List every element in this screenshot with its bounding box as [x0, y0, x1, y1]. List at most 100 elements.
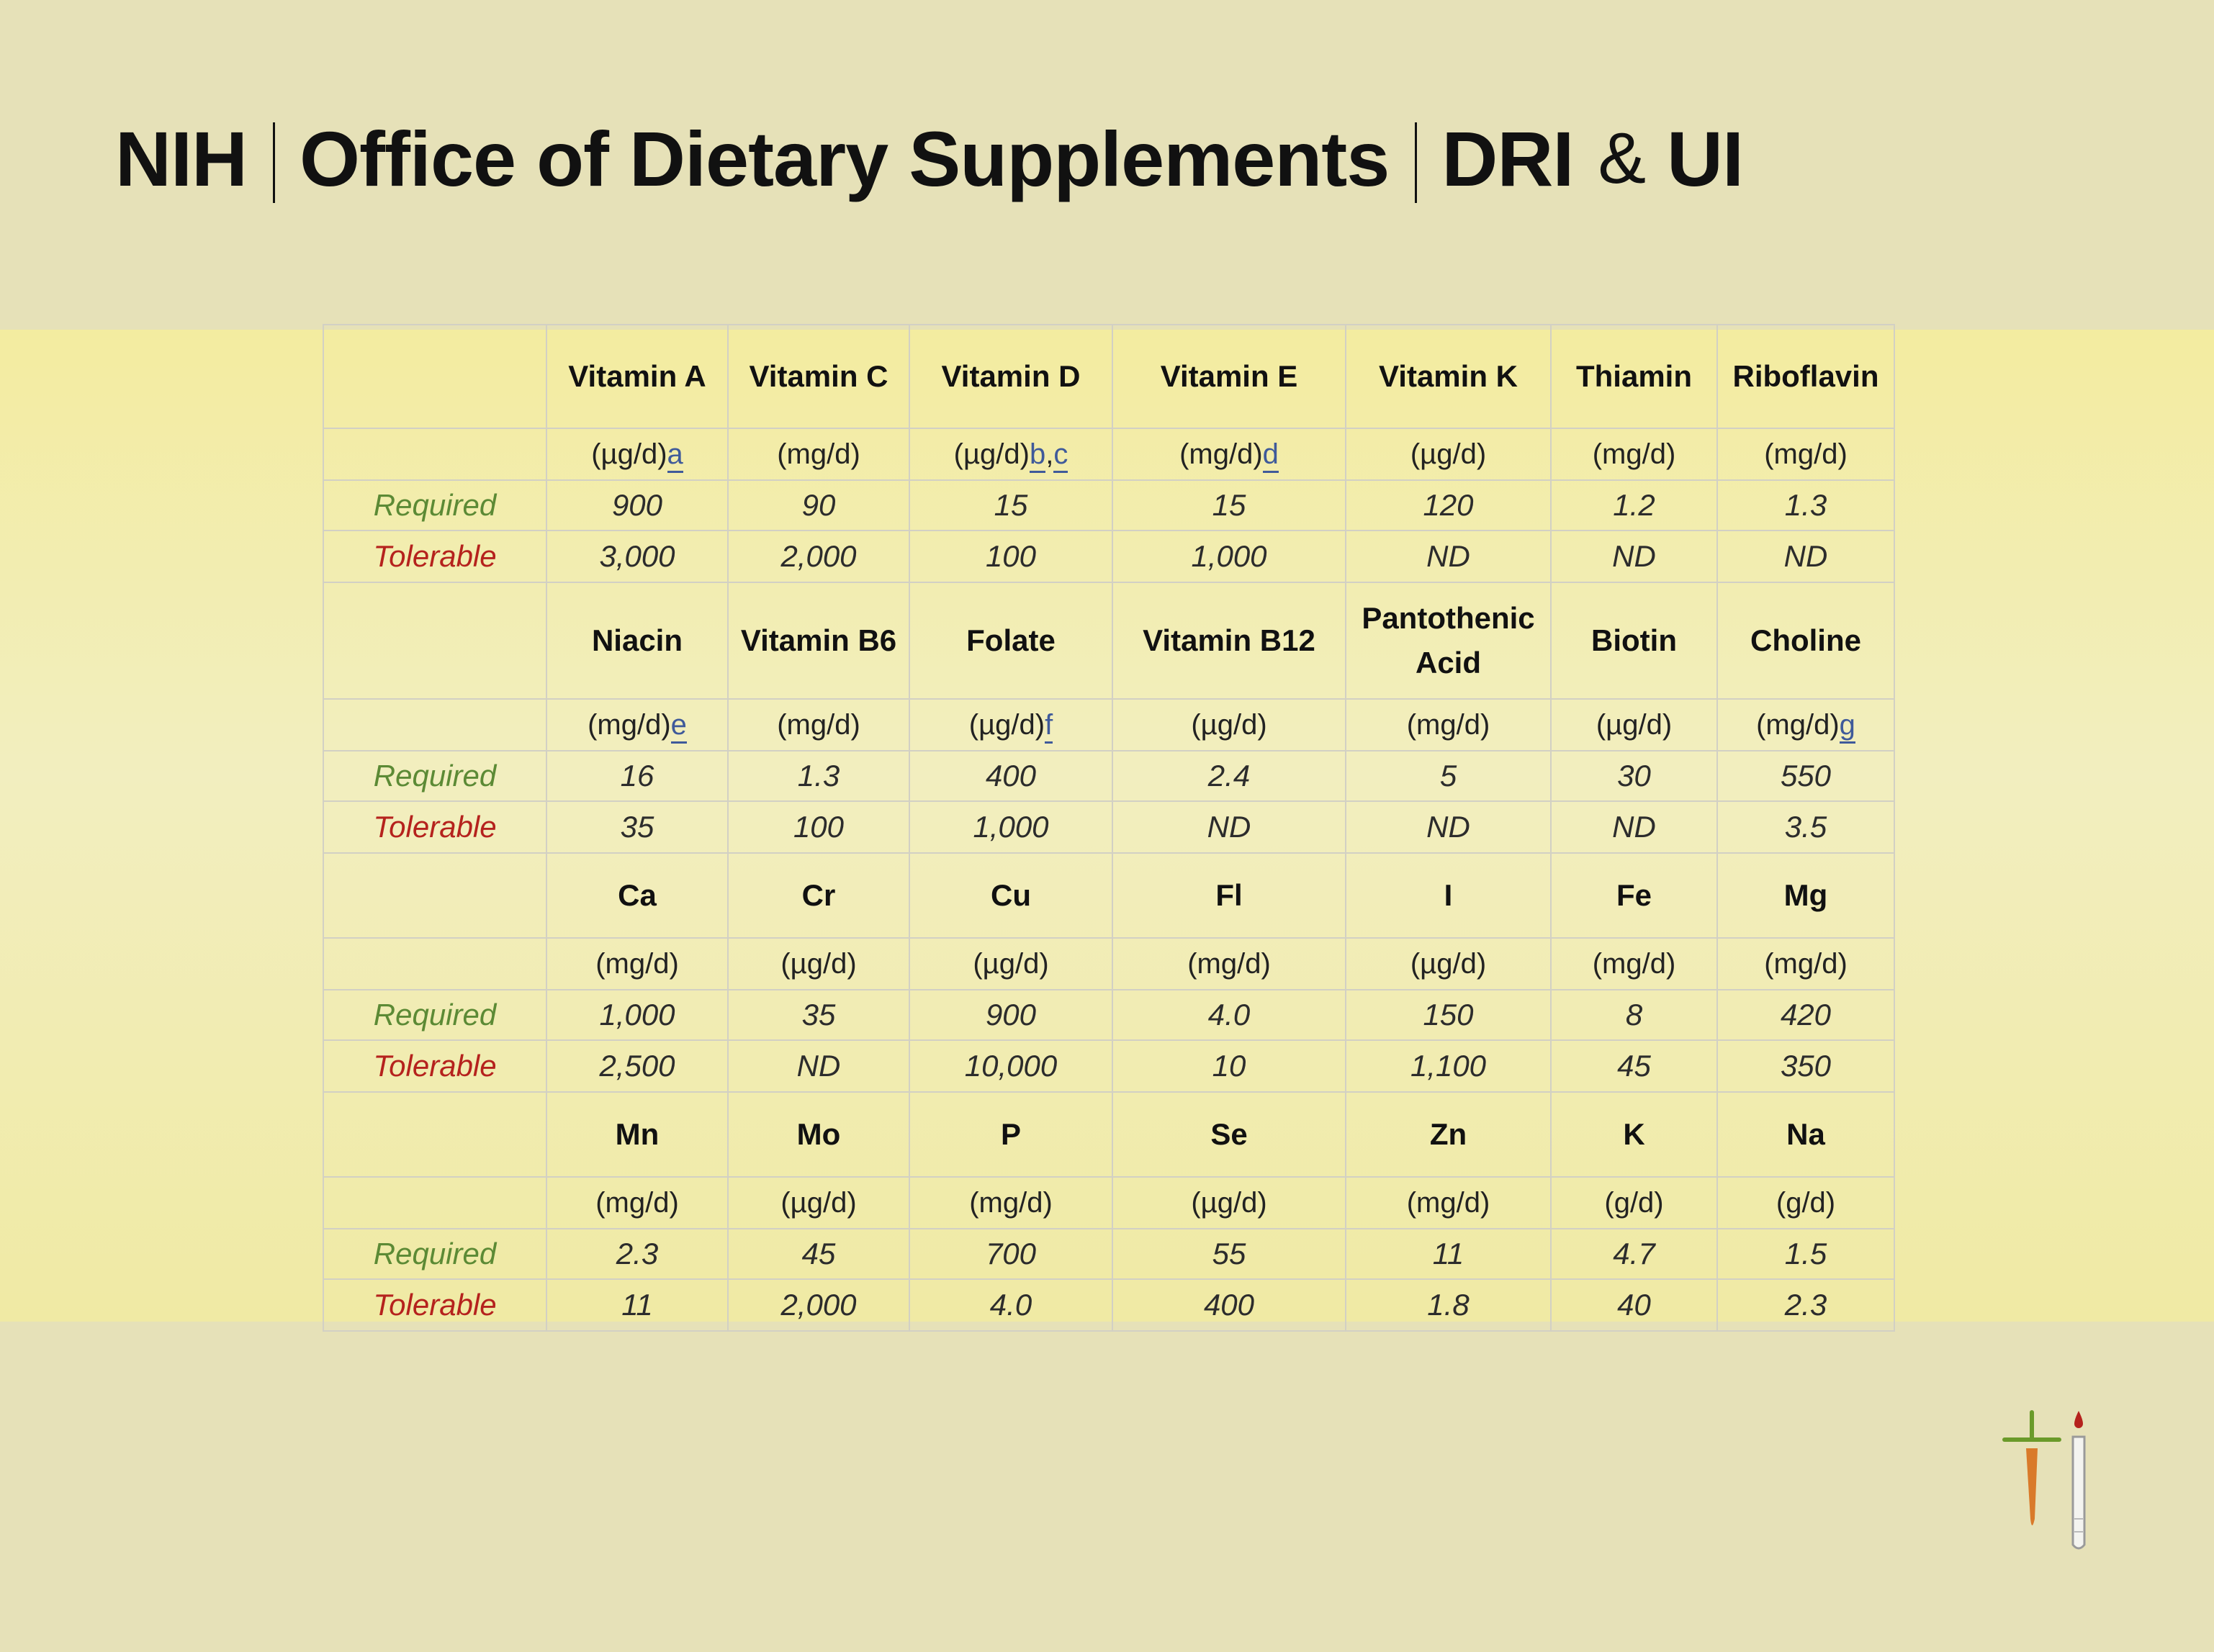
unit-text: (mg/d)	[777, 708, 860, 741]
nutrient-name-text: Vitamin E	[1160, 359, 1298, 393]
unit-text: (mg/d)	[1764, 438, 1848, 470]
footnote-link[interactable]: d	[1262, 438, 1279, 473]
nutrient-name: Fl	[1112, 852, 1346, 939]
tolerable-value: 100	[909, 530, 1113, 583]
unit-cell: (mg/d)d	[1112, 428, 1346, 481]
unit-text: (mg/d)	[595, 947, 679, 980]
footnote-link[interactable]: c	[1053, 438, 1068, 473]
tolerable-value: ND	[1112, 800, 1346, 854]
footnote-link[interactable]: e	[670, 708, 687, 744]
required-value: 90	[727, 479, 910, 531]
unit-cell: (µg/d)f	[909, 698, 1113, 751]
row-label-empty	[323, 582, 547, 700]
title-separator	[1415, 122, 1418, 203]
footnote-link[interactable]: b	[1029, 438, 1046, 473]
unit-cell: (µg/d)	[727, 1176, 910, 1229]
required-row: Required 1,000 35 900 4.0 150 8 420	[323, 989, 1895, 1041]
nutrient-name: Zn	[1345, 1091, 1552, 1178]
required-value: 2.4	[1112, 750, 1346, 802]
tolerable-value: 35	[546, 800, 729, 854]
unit-text: (µg/d)	[1410, 438, 1487, 470]
unit-cell: (µg/d)	[1345, 428, 1552, 481]
required-value: 55	[1112, 1228, 1346, 1280]
nutrient-name: Vitamin K	[1345, 324, 1552, 429]
unit-cell: (mg/d)	[1345, 698, 1552, 751]
tolerable-value: 2,000	[727, 530, 910, 583]
nutrient-name: Vitamin B6	[727, 582, 910, 700]
required-row: Required 900 90 15 15 120 1.2 1.3	[323, 479, 1895, 531]
required-value: 4.7	[1550, 1228, 1718, 1280]
unit-text: (mg/d)	[1187, 947, 1271, 980]
unit-text: (mg/d)	[1179, 438, 1263, 470]
nutrient-header-row: Vitamin A Vitamin C Vitamin D Vitamin E Vita…	[323, 324, 1895, 429]
nutrient-name-text: Vitamin A	[568, 359, 706, 393]
nutrient-name-text: K	[1623, 1117, 1645, 1151]
unit-cell: (mg/d)	[727, 698, 910, 751]
unit-cell: (µg/d)	[1112, 1176, 1346, 1229]
nutrient-name: P	[909, 1091, 1113, 1178]
required-value: 1.3	[1716, 479, 1895, 531]
unit-text: (µg/d)	[1596, 708, 1673, 741]
unit-text: (mg/d)	[595, 1186, 679, 1219]
required-value: 1,000	[546, 989, 729, 1041]
tolerable-value: ND	[1550, 800, 1718, 854]
footnote-link[interactable]: g	[1839, 708, 1855, 744]
nutrient-name: Na	[1716, 1091, 1895, 1178]
nutrient-name-text: Ca	[618, 878, 657, 912]
unit-row: (mg/d) (µg/d) (mg/d) (µg/d) (mg/d) (g/d) (g/d)	[323, 1176, 1895, 1229]
unit-text: (µg/d)	[780, 947, 857, 980]
unit-cell: (µg/d)	[1345, 937, 1552, 990]
tolerable-value: ND	[1345, 530, 1552, 583]
tolerable-value: 3.5	[1716, 800, 1895, 854]
unit-cell: (µg/d)	[1112, 698, 1346, 751]
unit-cell: (mg/d)	[1112, 937, 1346, 990]
required-label: Required	[323, 989, 547, 1041]
nutrient-name-text: Se	[1210, 1117, 1248, 1151]
nutrient-name: Vitamin B12	[1112, 582, 1346, 700]
unit-text: (µg/d)	[1191, 708, 1267, 741]
unit-text: (mg/d)	[1592, 438, 1676, 470]
nutrient-name-text: Vitamin B12	[1143, 623, 1315, 657]
required-value: 11	[1345, 1228, 1552, 1280]
nutrient-name: Vitamin C	[727, 324, 910, 429]
required-value: 1.3	[727, 750, 910, 802]
nutrient-name: Mn	[546, 1091, 729, 1178]
unit-cell: (mg/d)	[1550, 428, 1718, 481]
nutrient-name: Folate	[909, 582, 1113, 700]
tolerable-value: 400	[1112, 1278, 1346, 1332]
logo	[2002, 1410, 2086, 1550]
required-label: Required	[323, 1228, 547, 1280]
nutrient-name-text: Mo	[796, 1117, 841, 1151]
required-value: 4.0	[1112, 989, 1346, 1041]
unit-cell: (g/d)	[1550, 1176, 1718, 1229]
footnote-link[interactable]: a	[667, 438, 683, 473]
required-value: 15	[1112, 479, 1346, 531]
required-value: 45	[727, 1228, 910, 1280]
unit-row: (µg/d)a (mg/d) (µg/d)b,c (mg/d)d (µg/d) (mg/d…	[323, 428, 1895, 481]
unit-cell: (mg/d)	[546, 1176, 729, 1229]
unit-cell: (g/d)	[1716, 1176, 1895, 1229]
required-label: Required	[323, 479, 547, 531]
footnote-link[interactable]: f	[1045, 708, 1053, 744]
nutrient-name-text: Choline	[1750, 623, 1861, 657]
title-dri: DRI	[1441, 114, 1574, 202]
unit-text: (µg/d)	[591, 438, 667, 470]
unit-cell: (mg/d)	[909, 1176, 1113, 1229]
required-value: 5	[1345, 750, 1552, 802]
unit-cell: (mg/d)	[546, 937, 729, 990]
required-value: 8	[1550, 989, 1718, 1041]
unit-row: (mg/d) (µg/d) (µg/d) (mg/d) (µg/d) (mg/d) (mg/…	[323, 937, 1895, 990]
tolerable-value: 1,100	[1345, 1039, 1552, 1093]
tolerable-value: 2,500	[546, 1039, 729, 1093]
unit-text: (mg/d)	[1592, 947, 1676, 980]
nutrient-name-text: Vitamin B6	[740, 623, 897, 657]
required-label: Required	[323, 750, 547, 802]
tolerable-value: ND	[1716, 530, 1895, 583]
dri-table: Vitamin A Vitamin C Vitamin D Vitamin E Vita…	[323, 324, 1895, 1332]
nutrient-name-text: Riboflavin	[1732, 359, 1879, 393]
row-label-empty	[323, 324, 547, 429]
required-value: 900	[546, 479, 729, 531]
required-value: 16	[546, 750, 729, 802]
required-value: 900	[909, 989, 1113, 1041]
unit-text: (µg/d)	[968, 708, 1045, 741]
